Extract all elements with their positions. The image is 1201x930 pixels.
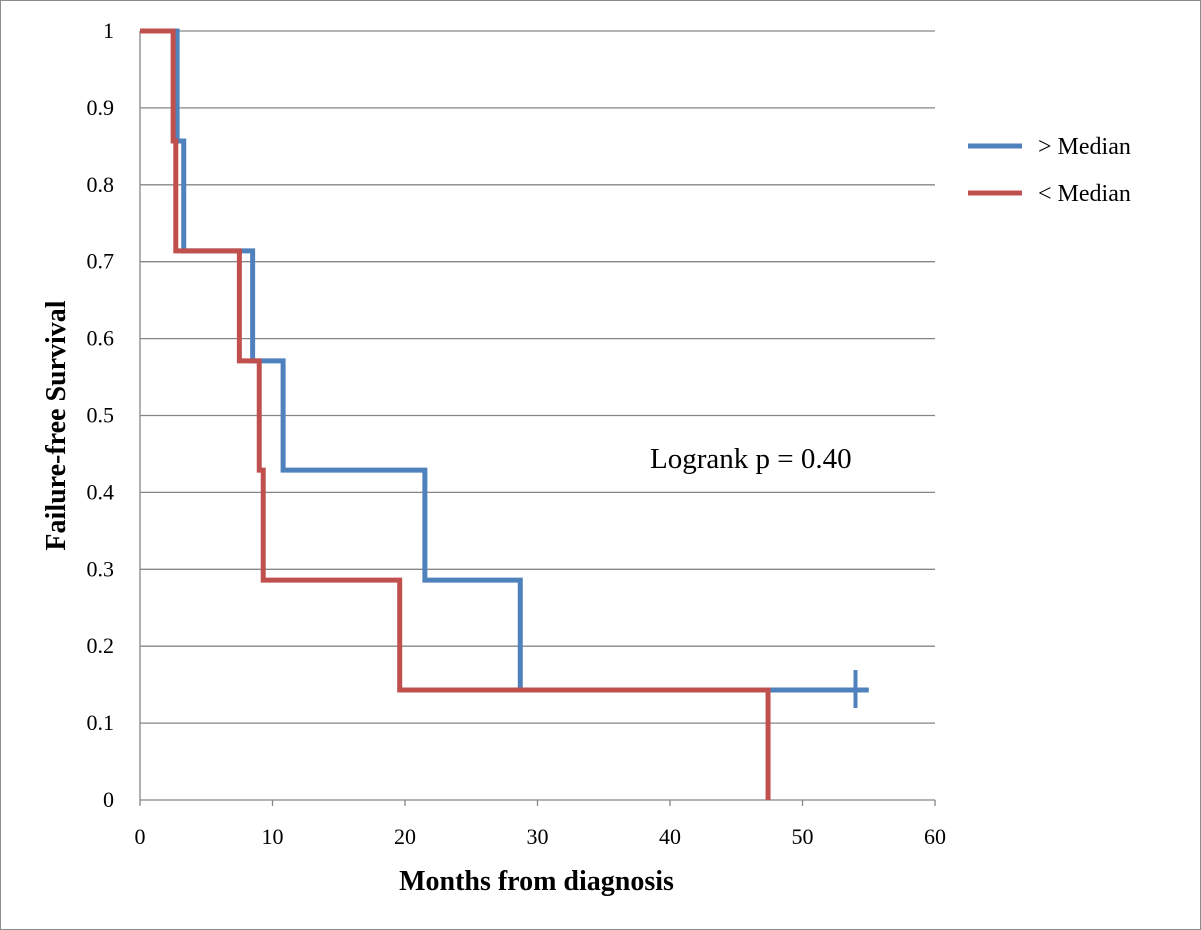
legend-label: < Median: [1038, 181, 1131, 207]
y-tick-label: 0.2: [87, 633, 115, 658]
y-tick-label: 0.1: [87, 710, 115, 735]
x-axis-title: Months from diagnosis: [399, 866, 674, 897]
x-tick-label: 60: [924, 824, 946, 849]
x-tick-label: 50: [792, 824, 814, 849]
y-tick-labels: 0 0.1 0.2 0.3 0.4 0.5 0.6 0.7 0.8 0.9 1: [87, 18, 115, 812]
x-tick-labels: 0 10 20 30 40 50 60: [135, 824, 947, 849]
y-tick-label: 0.4: [87, 479, 115, 504]
y-tick-label: 1: [103, 18, 114, 43]
y-tick-label: 0.5: [87, 403, 115, 428]
series-lines: [140, 28, 869, 800]
gridlines: [140, 30, 935, 801]
x-tick-label: 20: [394, 824, 416, 849]
y-tick-label: 0.7: [87, 249, 115, 274]
y-tick-label: 0: [103, 787, 114, 812]
x-tick-label: 0: [135, 824, 146, 849]
y-tick-label: 0.6: [87, 326, 115, 351]
x-tick-label: 10: [262, 824, 284, 849]
x-tick-label: 30: [527, 824, 549, 849]
legend-label: > Median: [1038, 134, 1131, 160]
series-line-1: [140, 28, 771, 800]
legend: > Median < Median: [968, 134, 1131, 207]
axes: [139, 31, 936, 806]
y-tick-label: 0.3: [87, 556, 115, 581]
y-tick-label: 0.8: [87, 172, 115, 197]
x-tick-label: 40: [659, 824, 681, 849]
y-tick-label: 0.9: [87, 95, 115, 120]
y-axis-title: Failure-free Survival: [41, 300, 72, 550]
logrank-annotation: Logrank p = 0.40: [650, 443, 852, 475]
